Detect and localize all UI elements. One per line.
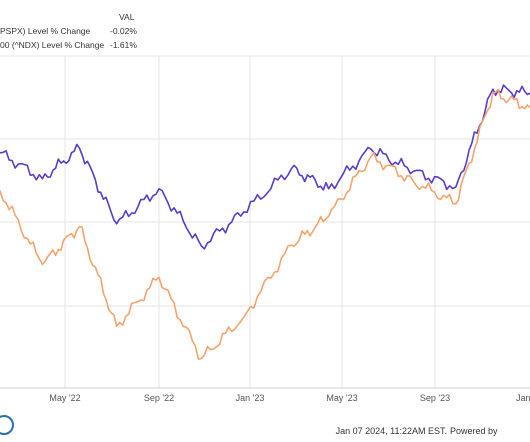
x-axis: May '22 Sep '22 Jan '23 May '23 Sep '23 … xyxy=(49,393,530,403)
logo-icon xyxy=(0,415,14,435)
x-tick-label: Sep '22 xyxy=(144,393,174,403)
footer-timestamp: Jan 07 2024, 11:22AM EST. xyxy=(336,426,447,436)
footer-powered-by: Powered by xyxy=(450,426,498,436)
legend-entry-1-label: PSPX) Level % Change xyxy=(0,26,91,36)
series-layer xyxy=(0,84,530,360)
grid xyxy=(0,55,530,389)
legend: VAL PSPX) Level % Change -0.02% 00 (^NDX… xyxy=(0,12,137,50)
legend-entry-2-label: 00 (^NDX) Level % Change xyxy=(0,40,104,50)
legend-entry-2-value: -1.61% xyxy=(110,40,137,50)
series-line-1 xyxy=(0,84,530,250)
x-tick-label: May '23 xyxy=(326,393,357,403)
x-tick-label: May '22 xyxy=(49,393,80,403)
series-line-2 xyxy=(0,88,530,360)
legend-header: VAL xyxy=(119,12,135,22)
footer: Jan 07 2024, 11:22AM EST. Powered by xyxy=(0,415,498,436)
legend-entry-1-value: -0.02% xyxy=(110,26,137,36)
x-tick-label: Jan '23 xyxy=(236,393,265,403)
x-tick-label: Sep '23 xyxy=(420,393,450,403)
x-tick-label: Jan xyxy=(516,393,530,403)
